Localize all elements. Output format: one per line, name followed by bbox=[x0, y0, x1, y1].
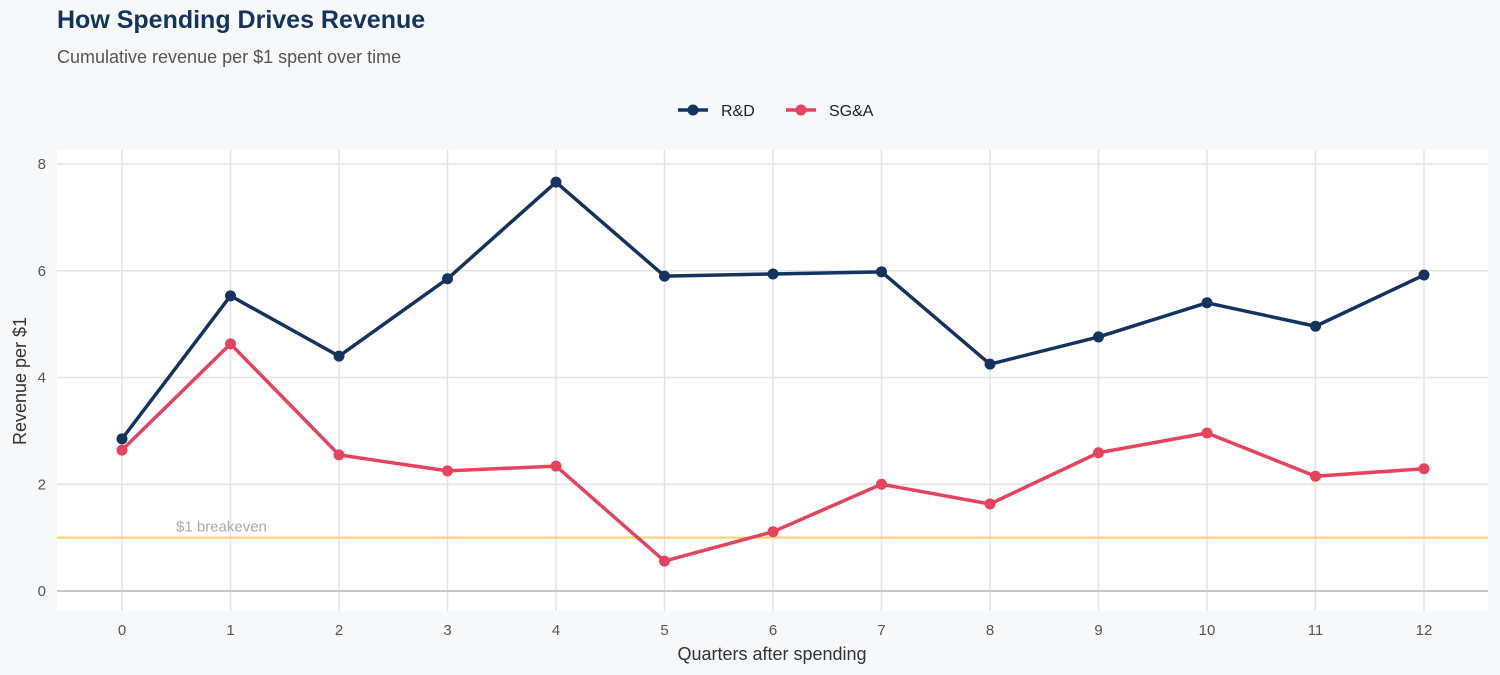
legend-label: SG&A bbox=[829, 103, 874, 120]
chart-title: How Spending Drives Revenue bbox=[57, 6, 426, 34]
data-point bbox=[1093, 331, 1104, 343]
y-tick-label: 2 bbox=[38, 476, 46, 493]
y-tick-label: 4 bbox=[38, 370, 46, 387]
data-point bbox=[876, 478, 887, 490]
y-axis-label: Revenue per $1 bbox=[10, 317, 30, 445]
data-point bbox=[767, 268, 779, 280]
data-point bbox=[659, 270, 670, 282]
x-tick-label: 5 bbox=[660, 622, 668, 639]
y-tick-label: 8 bbox=[38, 156, 46, 173]
data-point bbox=[116, 444, 128, 456]
data-point bbox=[659, 555, 670, 567]
data-point bbox=[1201, 427, 1213, 439]
breakeven-label: $1 breakeven bbox=[176, 519, 267, 536]
x-tick-label: 6 bbox=[769, 622, 777, 639]
x-tick-label: 3 bbox=[443, 622, 451, 639]
data-point bbox=[767, 526, 779, 538]
x-tick-label: 12 bbox=[1416, 622, 1433, 639]
legend-marker bbox=[795, 104, 807, 116]
x-tick-label: 7 bbox=[877, 622, 885, 639]
data-point bbox=[333, 449, 345, 461]
data-point bbox=[1418, 269, 1430, 281]
y-tick-label: 0 bbox=[38, 583, 46, 600]
data-point bbox=[550, 176, 562, 188]
x-tick-label: 4 bbox=[552, 622, 560, 639]
data-point bbox=[225, 290, 236, 302]
data-point bbox=[442, 273, 453, 285]
x-tick-label: 10 bbox=[1199, 622, 1216, 639]
data-point bbox=[225, 338, 236, 350]
data-point bbox=[1093, 447, 1104, 459]
y-tick-label: 6 bbox=[38, 263, 46, 280]
data-point bbox=[1201, 297, 1213, 309]
data-point bbox=[442, 465, 453, 477]
data-point bbox=[876, 266, 887, 278]
legend-label: R&D bbox=[721, 103, 755, 120]
x-tick-label: 8 bbox=[986, 622, 994, 639]
x-axis-label: Quarters after spending bbox=[677, 644, 866, 664]
data-point bbox=[984, 498, 996, 510]
data-point bbox=[1418, 463, 1430, 475]
x-tick-label: 1 bbox=[226, 622, 234, 639]
x-tick-label: 9 bbox=[1094, 622, 1102, 639]
data-point bbox=[333, 350, 345, 362]
x-tick-label: 0 bbox=[118, 622, 126, 639]
data-point bbox=[984, 358, 996, 370]
x-tick-label: 11 bbox=[1308, 622, 1324, 639]
data-point bbox=[1310, 470, 1321, 482]
x-tick-label: 2 bbox=[335, 622, 343, 639]
chart-subtitle: Cumulative revenue per $1 spent over tim… bbox=[57, 47, 402, 67]
legend-marker bbox=[687, 104, 699, 116]
data-point bbox=[550, 460, 562, 472]
data-point bbox=[116, 433, 128, 445]
data-point bbox=[1310, 320, 1321, 332]
